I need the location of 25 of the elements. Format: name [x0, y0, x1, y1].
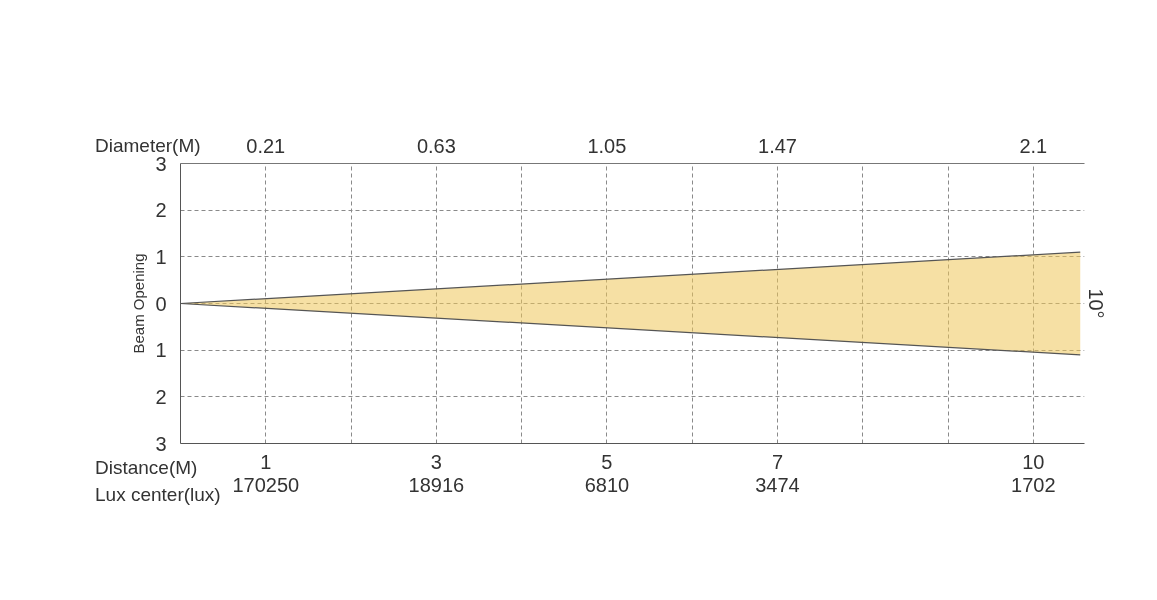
x2-tick-label: 0.21	[246, 134, 286, 157]
x2-tick-label: 1.47	[758, 134, 797, 157]
text: 3474	[755, 473, 800, 496]
x2-tick-label: 1.05	[587, 134, 627, 157]
y-tick-label: 3	[155, 432, 167, 455]
x2-tick-label: 2.1	[1019, 134, 1048, 157]
y-tick-label: 2	[155, 385, 167, 408]
text: Lux center(lux)	[95, 483, 221, 507]
y-tick-label: 0	[155, 292, 167, 315]
text: 18916	[408, 473, 465, 496]
text: 170250	[232, 473, 300, 496]
x-axis-title: Distance(M)	[95, 456, 198, 480]
text: 1702	[1011, 473, 1056, 496]
x-tick-label: 10	[1022, 450, 1045, 473]
x-tick-label: 5	[601, 450, 613, 473]
x-tick-label: 3	[430, 450, 442, 473]
annotation: 10°	[1084, 288, 1107, 319]
y-tick-label: 1	[155, 339, 167, 362]
y-tick-label: 1	[155, 245, 167, 268]
x-tick-label: 7	[771, 450, 784, 473]
x2-tick-label: 0.63	[416, 134, 456, 157]
x-tick-label: 1	[260, 450, 272, 473]
y-tick-label: 2	[155, 199, 167, 222]
text: 6810	[584, 473, 630, 496]
y-axis-title: Beam Opening	[130, 253, 148, 354]
